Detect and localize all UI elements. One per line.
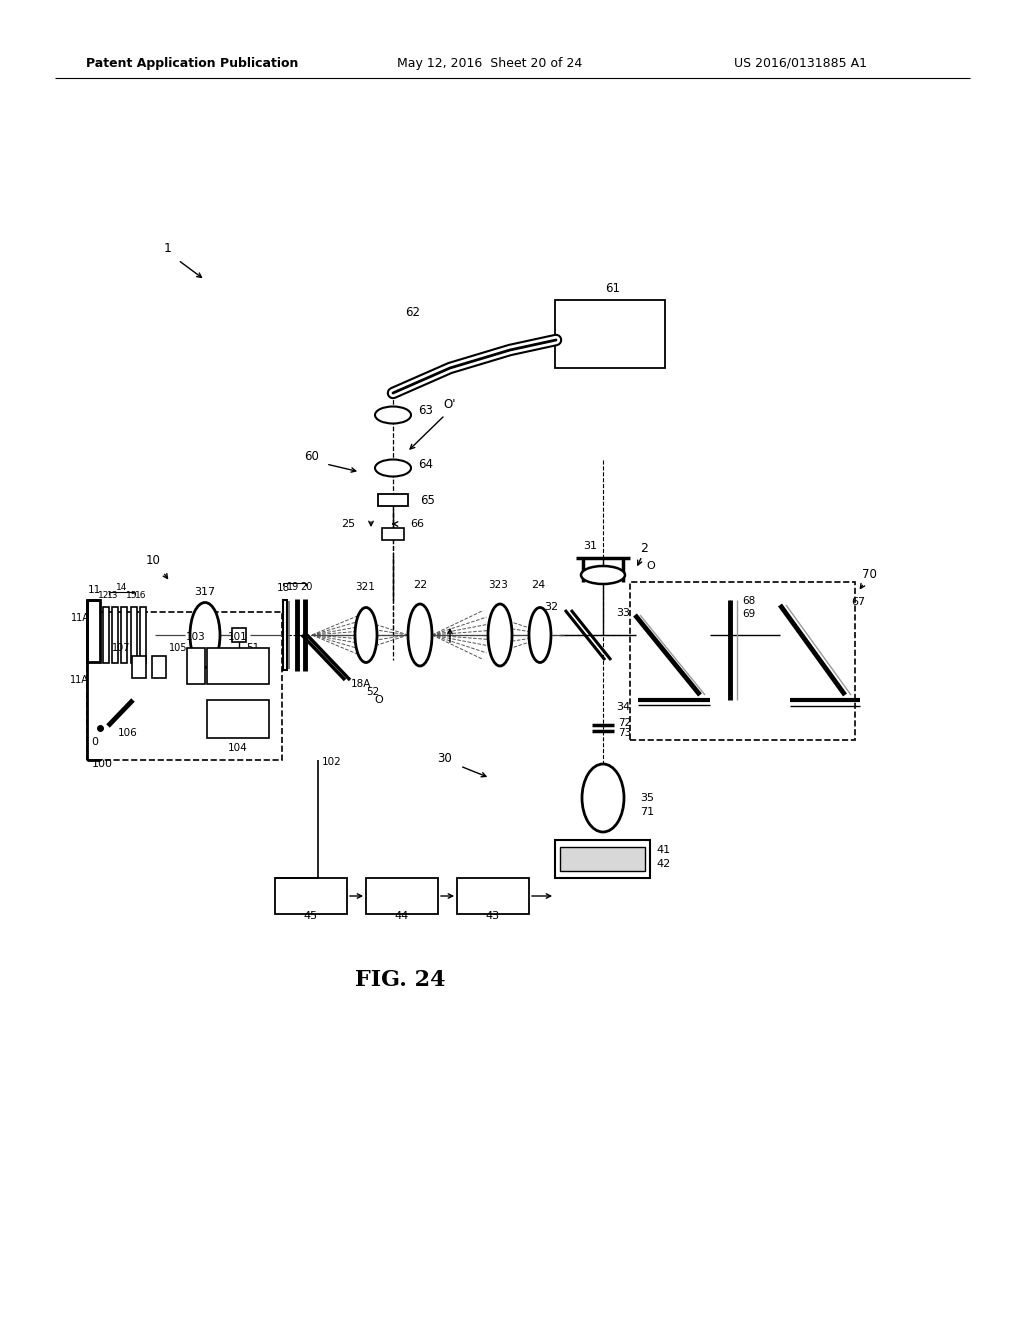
Text: 16: 16 xyxy=(135,590,146,599)
Text: 31: 31 xyxy=(583,541,597,550)
Text: 70: 70 xyxy=(862,569,877,582)
Bar xyxy=(283,601,287,671)
Text: 105: 105 xyxy=(169,643,187,653)
Ellipse shape xyxy=(529,607,551,663)
Text: 0: 0 xyxy=(91,737,98,747)
Text: 12: 12 xyxy=(98,590,110,599)
Text: 63: 63 xyxy=(418,404,433,417)
Text: 34: 34 xyxy=(615,702,630,711)
Text: 41: 41 xyxy=(656,845,670,855)
Text: 100: 100 xyxy=(92,759,113,770)
Text: 61: 61 xyxy=(605,281,621,294)
Ellipse shape xyxy=(375,407,411,424)
Bar xyxy=(131,607,137,663)
Text: 101: 101 xyxy=(228,632,248,642)
Text: 43: 43 xyxy=(486,911,500,921)
Text: 35: 35 xyxy=(640,793,654,803)
Text: 52: 52 xyxy=(366,686,379,697)
Text: 67: 67 xyxy=(851,597,865,607)
Bar xyxy=(121,607,127,663)
Bar xyxy=(382,528,404,540)
Text: 15: 15 xyxy=(126,590,138,599)
Text: 13: 13 xyxy=(108,590,119,599)
Text: 14: 14 xyxy=(117,583,128,593)
Text: 32: 32 xyxy=(544,602,558,612)
Text: 106: 106 xyxy=(118,729,138,738)
Text: 51: 51 xyxy=(246,643,259,653)
Ellipse shape xyxy=(408,605,432,667)
Text: 73: 73 xyxy=(618,729,631,738)
Text: 22: 22 xyxy=(413,579,427,590)
Text: 19: 19 xyxy=(287,582,299,591)
Bar xyxy=(378,494,408,506)
Text: 42: 42 xyxy=(656,859,671,869)
Bar xyxy=(555,300,665,368)
Text: 66: 66 xyxy=(410,519,424,529)
Text: 103: 103 xyxy=(186,632,206,642)
Text: May 12, 2016  Sheet 20 of 24: May 12, 2016 Sheet 20 of 24 xyxy=(397,57,583,70)
Text: 62: 62 xyxy=(406,305,421,318)
Text: O: O xyxy=(646,561,654,572)
Text: 45: 45 xyxy=(304,911,318,921)
Text: 1: 1 xyxy=(164,242,172,255)
Bar xyxy=(140,607,146,663)
Text: 60: 60 xyxy=(304,450,318,462)
Text: 11A: 11A xyxy=(71,612,89,623)
Text: 68: 68 xyxy=(742,597,756,606)
Text: 69: 69 xyxy=(742,609,756,619)
Bar xyxy=(132,656,146,678)
Text: 323: 323 xyxy=(488,579,508,590)
Bar xyxy=(457,878,529,913)
Ellipse shape xyxy=(190,602,220,668)
Text: 25: 25 xyxy=(341,519,355,529)
Text: 102: 102 xyxy=(322,756,342,767)
Text: 2: 2 xyxy=(640,541,648,554)
Text: FIG. 24: FIG. 24 xyxy=(354,969,445,991)
Bar xyxy=(112,607,118,663)
Bar xyxy=(87,612,282,760)
Ellipse shape xyxy=(355,607,377,663)
Bar xyxy=(152,656,166,678)
Text: 33: 33 xyxy=(616,609,630,618)
Text: 20: 20 xyxy=(300,582,312,591)
Text: 107: 107 xyxy=(112,643,130,653)
Ellipse shape xyxy=(488,605,512,667)
Bar xyxy=(103,607,109,663)
Bar xyxy=(87,601,100,663)
Text: 30: 30 xyxy=(437,751,452,764)
Text: 104: 104 xyxy=(228,743,248,752)
Text: 72: 72 xyxy=(618,718,631,729)
Bar xyxy=(207,648,269,684)
Text: 317: 317 xyxy=(195,587,216,597)
Text: Patent Application Publication: Patent Application Publication xyxy=(86,57,298,70)
Bar xyxy=(555,840,650,878)
Bar xyxy=(630,582,855,741)
Text: 11A: 11A xyxy=(70,675,88,685)
Text: 11: 11 xyxy=(87,585,100,595)
Bar xyxy=(187,648,205,684)
Bar xyxy=(275,878,347,913)
Bar xyxy=(232,628,246,642)
Bar xyxy=(366,878,438,913)
Text: US 2016/0131885 A1: US 2016/0131885 A1 xyxy=(733,57,866,70)
Text: 10: 10 xyxy=(146,553,161,566)
Ellipse shape xyxy=(375,459,411,477)
Text: O': O' xyxy=(443,399,456,412)
Text: 321: 321 xyxy=(355,582,375,591)
Bar xyxy=(207,700,269,738)
Text: 65: 65 xyxy=(420,494,435,507)
Text: 18: 18 xyxy=(276,583,290,593)
Text: 24: 24 xyxy=(530,579,545,590)
Text: 71: 71 xyxy=(640,807,654,817)
Text: O: O xyxy=(374,696,383,705)
Text: 44: 44 xyxy=(395,911,410,921)
Text: 64: 64 xyxy=(418,458,433,470)
Ellipse shape xyxy=(582,764,624,832)
Bar xyxy=(560,847,645,871)
Text: 18A: 18A xyxy=(351,678,372,689)
Ellipse shape xyxy=(581,566,625,583)
